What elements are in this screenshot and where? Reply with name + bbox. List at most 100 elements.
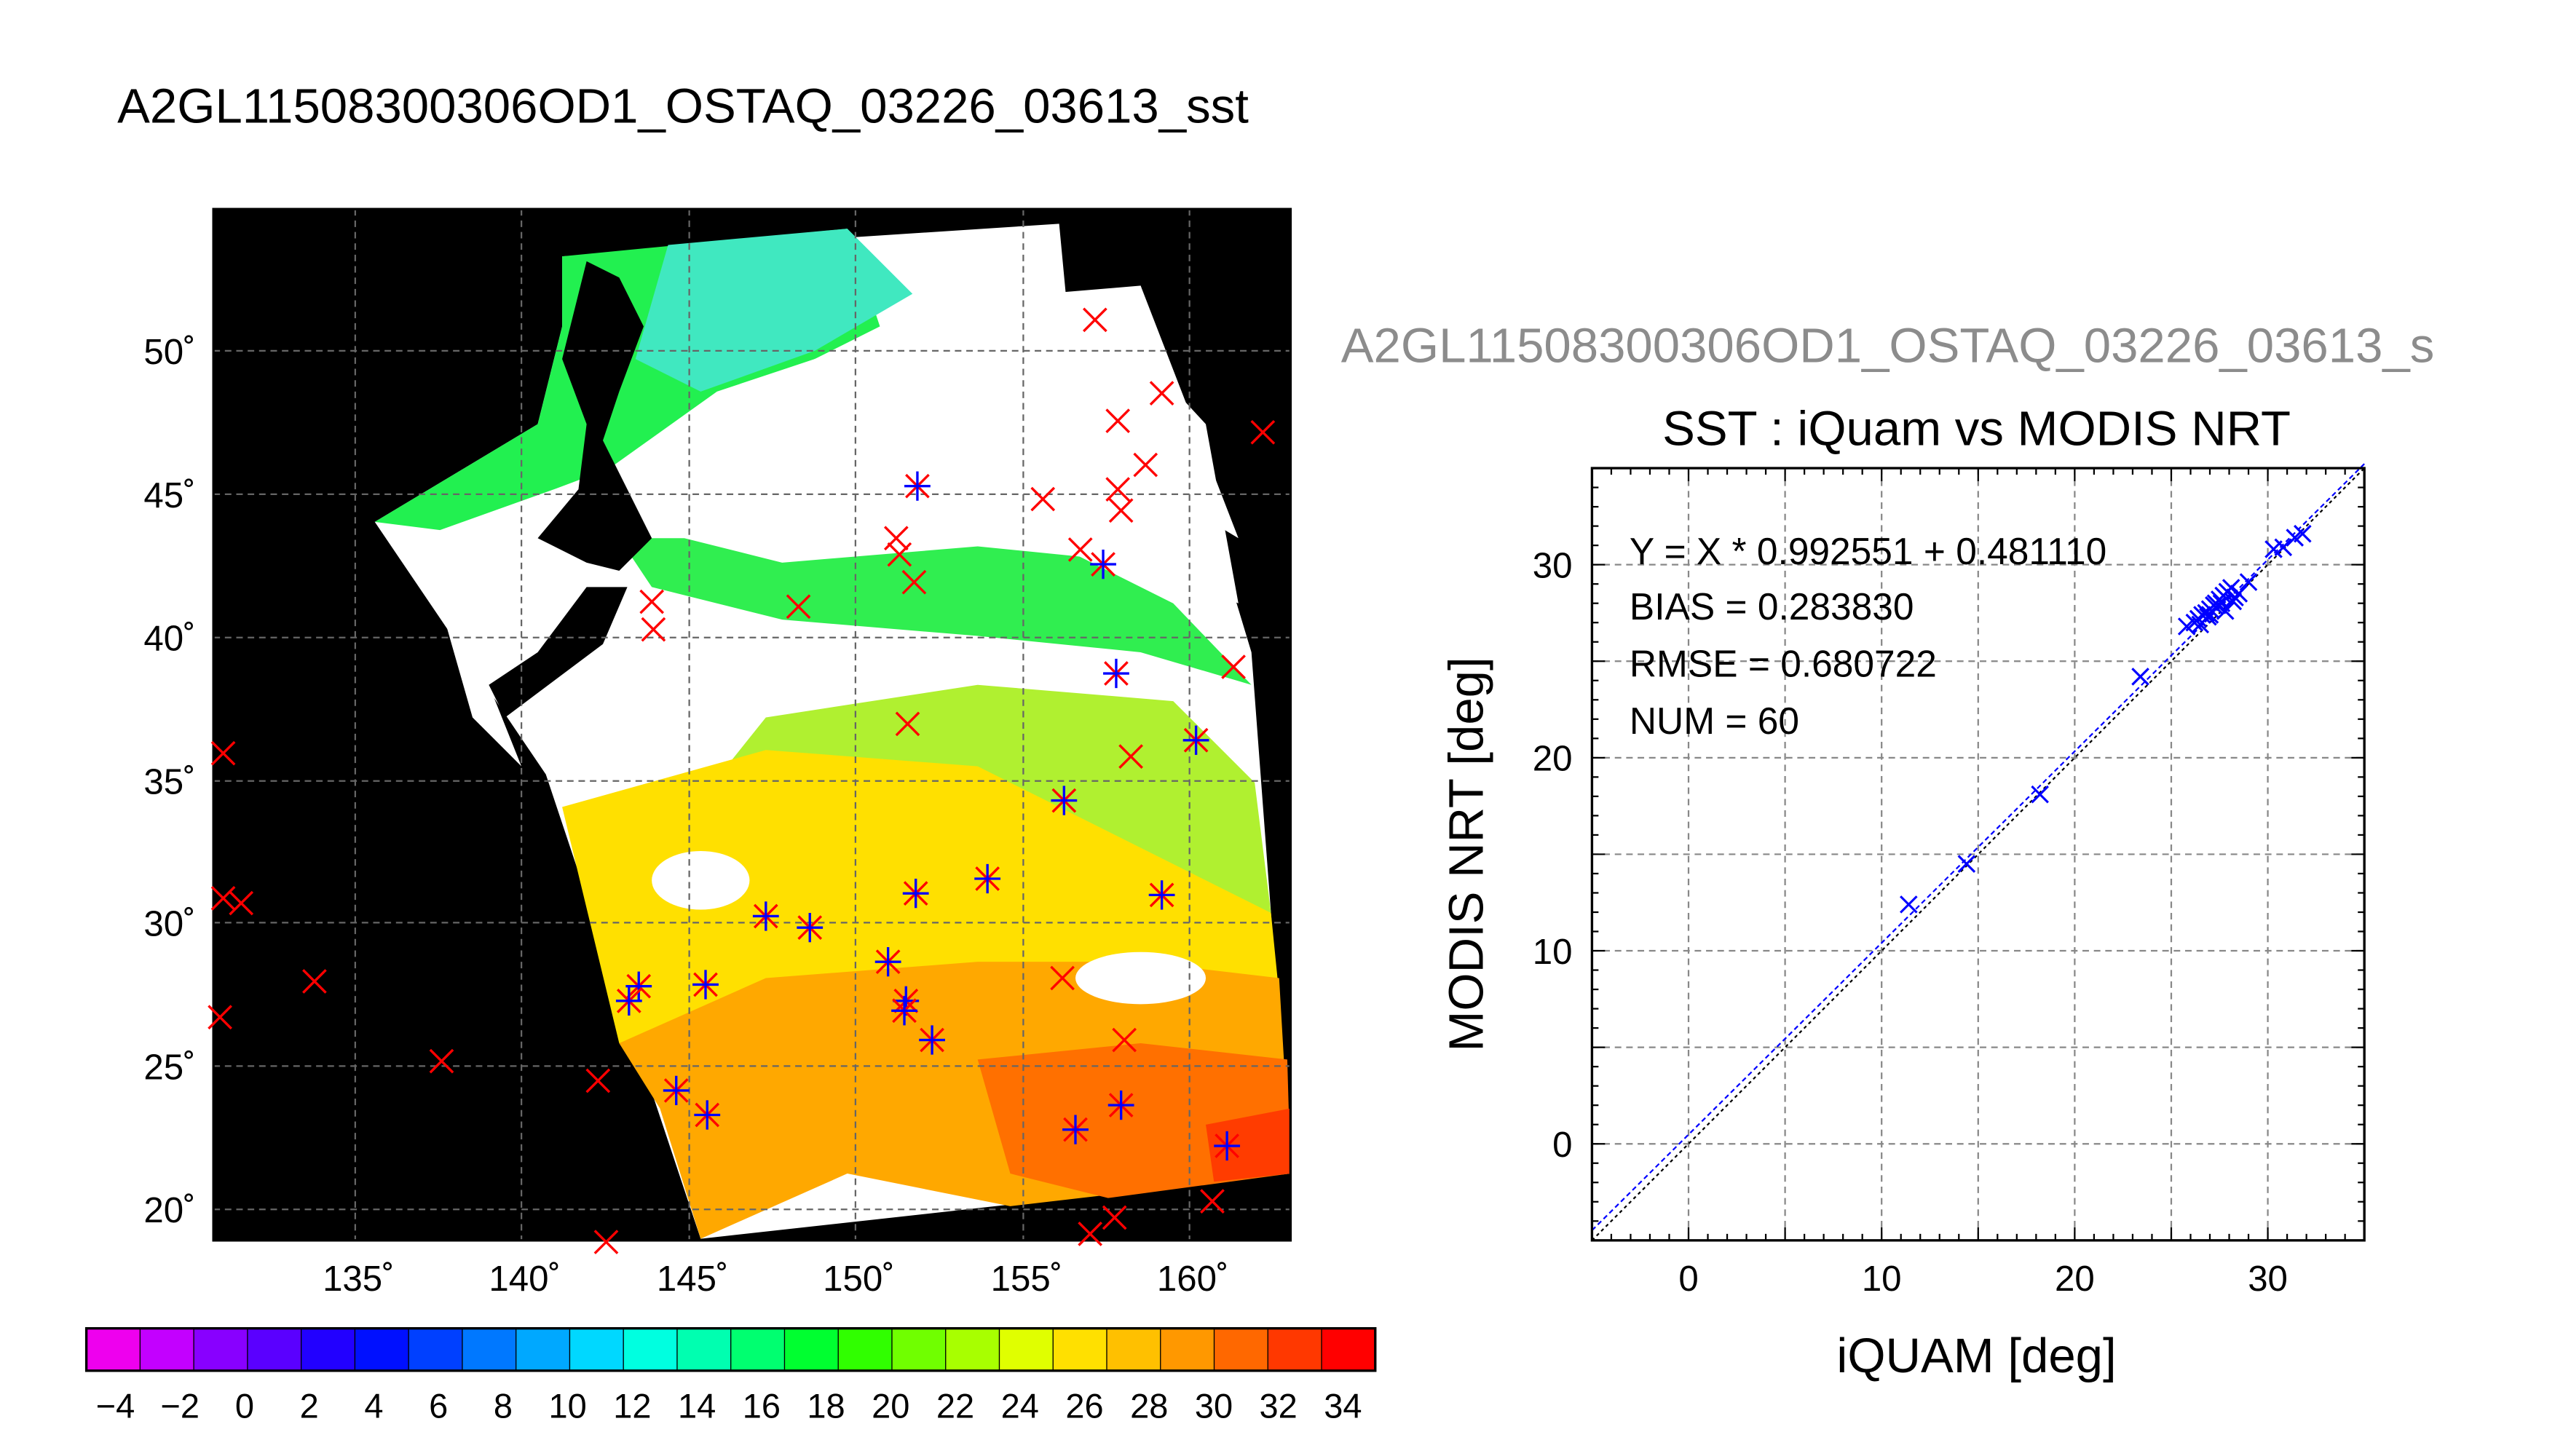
y-tick-label: 30: [1533, 546, 1573, 586]
matchup-marker: [1149, 381, 1174, 405]
sst-map: [208, 207, 1292, 1254]
colorbar-tick-label: 26: [1065, 1387, 1103, 1425]
matchup-marker: [901, 569, 927, 595]
colorbar-cell: [623, 1328, 679, 1371]
colorbar-cell: [140, 1328, 195, 1371]
matchup-marker: [641, 617, 666, 642]
page-title: A2GL11508300306OD1_OSTAQ_03226_03613_sst: [117, 79, 1249, 134]
matchup-marker-used: [615, 986, 642, 1016]
rmse-value: RMSE = 0.680722: [1630, 643, 1937, 685]
colorbar: −4 −2 0 2 4 6 8 10 12 14 16 18 20 22 24 26 28 30 32 34: [84, 1326, 1377, 1425]
matchup-marker-used: [1214, 1131, 1241, 1161]
lat-label: 25˚: [143, 1047, 195, 1087]
matchup-marker: [887, 542, 912, 567]
colorbar-tick-label: 0: [235, 1387, 254, 1425]
colorbar-tick-label: 30: [1195, 1387, 1233, 1425]
colorbar-tick-label: 8: [494, 1387, 513, 1425]
matchup-marker: [1102, 1205, 1127, 1230]
matchup-marker: [1083, 307, 1107, 333]
colorbar-cell: [1268, 1328, 1323, 1371]
matchup-marker-used: [891, 996, 917, 1026]
x-axis-label: iQUAM [deg]: [1836, 1329, 2116, 1383]
matchup-marker-used: [974, 863, 1001, 894]
colorbar-tick-label: 10: [549, 1387, 587, 1425]
y-tick-labels: 0 10 20 30: [1533, 546, 1573, 1166]
lat-label: 30˚: [143, 903, 195, 943]
matchup-marker-used: [874, 946, 901, 977]
matchup-marker: [210, 886, 236, 911]
colorbar-cell: [784, 1328, 840, 1371]
colorbar-cell: [999, 1328, 1054, 1371]
lat-label: 35˚: [143, 762, 195, 802]
matchup-marker: [229, 890, 254, 916]
lon-label: 155˚: [991, 1259, 1063, 1299]
colorbar-cell: [1160, 1328, 1215, 1371]
scatter-point: [2239, 573, 2258, 591]
matchup-marker: [1112, 1027, 1137, 1053]
lat-label: 50˚: [143, 332, 195, 372]
scatter-point: [1900, 895, 1918, 914]
matchup-marker-used: [1182, 725, 1209, 755]
scatter-point: [2131, 668, 2149, 686]
x-tick-label: 30: [2248, 1259, 2288, 1299]
matchup-marker: [786, 594, 811, 620]
y-tick-label: 0: [1552, 1125, 1572, 1165]
lat-label: 45˚: [143, 475, 195, 515]
scatter-point: [2212, 594, 2231, 612]
colorbar-tick-label: 16: [743, 1387, 781, 1425]
scatter-point: [1957, 855, 1976, 873]
matchup-marker-used: [1103, 658, 1129, 689]
colorbar-cell: [516, 1328, 571, 1371]
land-japan-south: [489, 587, 628, 718]
matchup-marker-used: [752, 901, 779, 931]
matchup-marker-used: [1148, 880, 1175, 910]
matchup-marker: [1078, 1222, 1102, 1246]
colorbar-tick-label: 22: [936, 1387, 974, 1425]
matchup-marker: [1050, 965, 1075, 991]
map-markers: [208, 307, 1276, 1254]
matchup-marker: [1221, 654, 1246, 679]
matchup-marker: [883, 526, 909, 551]
sst-red-corner: [1206, 1108, 1291, 1182]
colorbar-tick-label: 12: [613, 1387, 651, 1425]
colorbar-tick-label: 6: [429, 1387, 448, 1425]
regression-equation: Y = X * 0.992551 + 0.481110: [1630, 530, 2106, 572]
colorbar-cell: [247, 1328, 302, 1371]
colorbar-tick-label: 34: [1324, 1387, 1362, 1425]
colorbar-tick-label: 24: [1001, 1387, 1039, 1425]
matchup-marker: [1118, 744, 1143, 769]
matchup-marker-used: [919, 1025, 945, 1055]
colorbar-cell: [730, 1328, 786, 1371]
colorbar-cell: [1322, 1328, 1376, 1371]
colorbar-tick-label: 28: [1130, 1387, 1168, 1425]
colorbar-cell: [355, 1328, 410, 1371]
lon-label: 140˚: [489, 1259, 561, 1299]
colorbar-cell: [945, 1328, 1000, 1371]
matchup-marker: [895, 711, 920, 737]
lon-label: 150˚: [823, 1259, 895, 1299]
matchup-marker: [1105, 408, 1131, 434]
map-lon-labels: 135˚ 140˚ 145˚ 150˚ 155˚ 160˚: [323, 1259, 1228, 1299]
cloud-south-2: [652, 850, 750, 910]
matchup-marker: [1133, 452, 1158, 478]
x-tick-label: 20: [2055, 1259, 2095, 1299]
land-japan: [537, 261, 652, 571]
matchup-marker: [639, 589, 665, 614]
matchup-marker: [429, 1048, 454, 1074]
scatter-point: [2294, 524, 2312, 543]
colorbar-cell: [194, 1328, 248, 1371]
matchup-marker: [1030, 486, 1056, 512]
num-value: NUM = 60: [1630, 700, 1799, 742]
map-lat-labels: 50˚ 45˚ 40˚ 35˚ 30˚ 25˚ 20˚: [143, 332, 195, 1230]
matchup-marker: [1108, 498, 1134, 523]
matchup-marker: [1250, 419, 1276, 445]
matchup-marker-used: [797, 912, 824, 943]
matchup-marker-used: [692, 970, 719, 1000]
matchup-marker-used: [1090, 549, 1116, 579]
scatter-header: A2GL11508300306OD1_OSTAQ_03226_03613_s: [1341, 319, 2435, 373]
matchup-marker: [1200, 1189, 1225, 1214]
lat-label: 40˚: [143, 619, 195, 659]
colorbar-cell: [1106, 1328, 1161, 1371]
map-grid: [213, 209, 1291, 1241]
